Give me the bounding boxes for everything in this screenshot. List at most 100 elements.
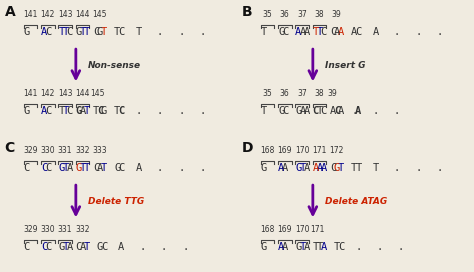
Text: C: C <box>97 106 103 116</box>
Text: 144: 144 <box>75 10 90 19</box>
Text: C: C <box>101 242 107 252</box>
Text: 35: 35 <box>263 10 273 19</box>
Text: C: C <box>45 242 51 252</box>
Text: G: G <box>278 106 284 116</box>
Text: A: A <box>300 27 306 37</box>
Text: 141: 141 <box>23 10 37 19</box>
Text: 37: 37 <box>297 10 307 19</box>
Text: T: T <box>80 163 86 173</box>
Text: G: G <box>114 163 120 173</box>
Text: T: T <box>63 27 69 37</box>
Text: .: . <box>200 163 206 173</box>
Text: T: T <box>63 106 69 116</box>
Text: C: C <box>330 27 336 37</box>
FancyArrowPatch shape <box>309 49 317 78</box>
Text: G: G <box>24 106 30 116</box>
Text: 36: 36 <box>280 10 290 19</box>
Text: C: C <box>45 106 51 116</box>
Text: C: C <box>338 242 344 252</box>
Text: C: C <box>93 27 99 37</box>
Text: .: . <box>139 242 146 252</box>
Text: A: A <box>351 27 357 37</box>
Text: T: T <box>351 163 357 173</box>
Text: .: . <box>373 106 379 116</box>
Text: G: G <box>58 242 64 252</box>
Text: .: . <box>394 106 400 116</box>
Text: G: G <box>261 163 267 173</box>
Text: C: C <box>75 242 82 252</box>
Text: T: T <box>313 27 319 37</box>
Text: T: T <box>83 106 90 116</box>
Text: C: C <box>321 106 327 116</box>
FancyArrowPatch shape <box>72 49 80 78</box>
Text: 330: 330 <box>40 225 55 234</box>
Text: C: C <box>321 27 327 37</box>
Text: .: . <box>182 242 189 252</box>
Text: G: G <box>295 106 301 116</box>
Text: 168: 168 <box>260 225 274 234</box>
Text: Delete ATAG: Delete ATAG <box>325 197 387 206</box>
Text: T: T <box>313 242 319 252</box>
Text: T: T <box>83 163 90 173</box>
Text: A: A <box>282 242 288 252</box>
Text: T: T <box>101 163 107 173</box>
Text: 39: 39 <box>332 10 342 19</box>
Text: 143: 143 <box>58 10 73 19</box>
Text: C: C <box>330 163 336 173</box>
Text: T: T <box>317 242 323 252</box>
Text: T: T <box>317 106 323 116</box>
Text: T: T <box>261 27 267 37</box>
Text: A: A <box>5 5 16 19</box>
Text: C: C <box>118 27 125 37</box>
Text: A: A <box>338 27 344 37</box>
Text: T: T <box>356 163 362 173</box>
Text: T: T <box>93 106 99 116</box>
Text: 37: 37 <box>297 89 307 98</box>
Text: 143: 143 <box>58 89 73 98</box>
Text: .: . <box>437 27 443 37</box>
Text: A: A <box>278 242 284 252</box>
Text: G: G <box>75 163 82 173</box>
Text: A: A <box>303 163 310 173</box>
Text: A: A <box>317 163 323 173</box>
Text: 170: 170 <box>295 146 310 155</box>
Text: 38: 38 <box>315 10 324 19</box>
Text: G: G <box>97 27 103 37</box>
Text: 144: 144 <box>75 89 90 98</box>
Text: 145: 145 <box>92 10 107 19</box>
Text: .: . <box>351 106 357 116</box>
FancyArrowPatch shape <box>72 185 80 214</box>
Text: 168: 168 <box>260 146 274 155</box>
Text: .: . <box>200 27 206 37</box>
Text: 331: 331 <box>58 225 73 234</box>
Text: C: C <box>45 163 51 173</box>
Text: 329: 329 <box>23 146 38 155</box>
Text: G: G <box>97 242 103 252</box>
Text: C: C <box>282 27 288 37</box>
Text: T: T <box>83 27 90 37</box>
Text: 171: 171 <box>310 225 324 234</box>
Text: G: G <box>75 106 82 116</box>
Text: 38: 38 <box>315 89 324 98</box>
Text: A: A <box>373 27 379 37</box>
Text: 36: 36 <box>280 89 290 98</box>
Text: T: T <box>80 27 86 37</box>
Text: G: G <box>278 27 284 37</box>
Text: T: T <box>63 163 69 173</box>
Text: G: G <box>58 163 64 173</box>
Text: T: T <box>136 27 142 37</box>
Text: 39: 39 <box>327 89 337 98</box>
Text: C: C <box>334 106 340 116</box>
FancyArrowPatch shape <box>309 185 317 214</box>
Text: 330: 330 <box>40 146 55 155</box>
Text: A: A <box>338 106 344 116</box>
Text: T: T <box>373 163 379 173</box>
Text: .: . <box>437 163 443 173</box>
Text: C: C <box>45 27 51 37</box>
Text: Insert G: Insert G <box>325 61 365 70</box>
Text: A: A <box>313 163 319 173</box>
Text: C: C <box>24 242 30 252</box>
Text: B: B <box>242 5 252 19</box>
Text: .: . <box>157 106 163 116</box>
Text: A: A <box>278 163 284 173</box>
